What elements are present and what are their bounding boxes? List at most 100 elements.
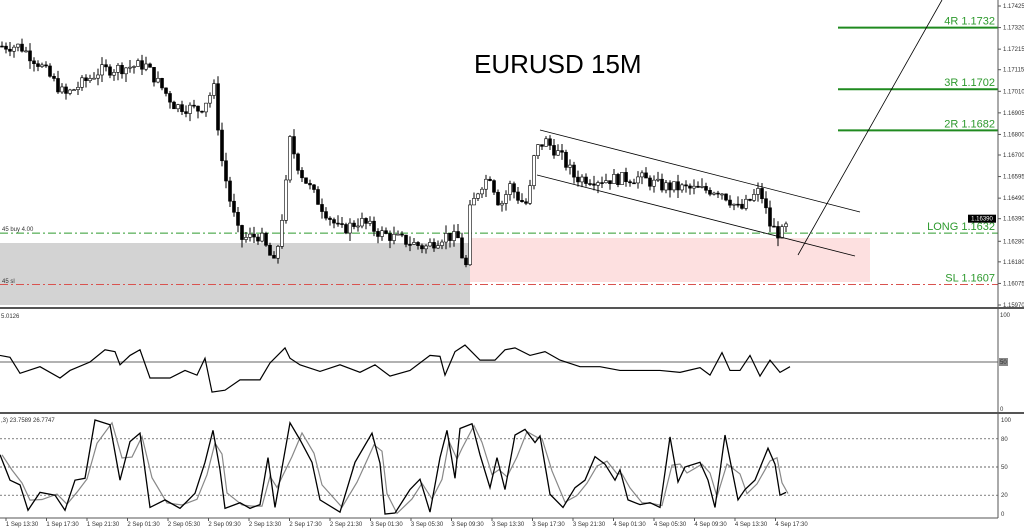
candle bbox=[76, 81, 80, 95]
candle bbox=[196, 105, 200, 119]
channel-lower-line[interactable] bbox=[536, 174, 856, 257]
candle bbox=[716, 190, 720, 199]
candle bbox=[612, 169, 616, 184]
candle bbox=[244, 231, 248, 243]
candle bbox=[12, 44, 16, 58]
stoch-signal-line bbox=[1, 421, 789, 515]
candle bbox=[72, 88, 76, 91]
candle bbox=[44, 61, 48, 68]
candle bbox=[240, 224, 244, 248]
candle bbox=[600, 176, 604, 188]
candle bbox=[440, 239, 444, 250]
time-tick: 3 Sep 13:30 bbox=[492, 522, 525, 528]
candle bbox=[660, 173, 664, 193]
candle bbox=[372, 216, 376, 237]
candle bbox=[720, 193, 724, 200]
candle bbox=[764, 191, 768, 214]
candle bbox=[388, 230, 392, 249]
level-label: 4R 1.1732 bbox=[944, 16, 995, 28]
candle bbox=[256, 234, 260, 245]
candle bbox=[232, 193, 236, 217]
candle bbox=[184, 105, 188, 118]
candle bbox=[356, 218, 360, 232]
candle bbox=[260, 227, 264, 243]
candle bbox=[632, 178, 636, 185]
time-tick: 3 Sep 09:30 bbox=[451, 522, 484, 528]
candle bbox=[768, 200, 772, 233]
candle bbox=[308, 179, 312, 190]
stoch-main-line bbox=[0, 419, 787, 515]
candle bbox=[444, 225, 448, 250]
candle bbox=[164, 87, 168, 97]
candle bbox=[208, 92, 212, 108]
rsi-label: 5.0126 bbox=[1, 314, 20, 320]
candle bbox=[200, 110, 204, 114]
candle bbox=[0, 41, 4, 48]
stoch-tick: 50 bbox=[1001, 465, 1008, 471]
candle bbox=[52, 73, 56, 82]
candle bbox=[460, 232, 464, 259]
candle bbox=[504, 190, 508, 211]
candle bbox=[220, 122, 224, 167]
price-tick: 1.16800 bbox=[1003, 132, 1024, 138]
candle bbox=[204, 102, 208, 117]
candle bbox=[772, 218, 776, 228]
time-tick: 3 Sep 21:30 bbox=[573, 522, 606, 528]
candle bbox=[740, 199, 744, 210]
level-label: 3R 1.1702 bbox=[944, 77, 995, 89]
candle bbox=[580, 174, 584, 188]
candle bbox=[620, 172, 624, 185]
price-tick: 1.15970 bbox=[1003, 303, 1024, 309]
candle bbox=[708, 187, 712, 197]
candle bbox=[160, 77, 164, 91]
candle bbox=[532, 154, 536, 190]
candle bbox=[668, 180, 672, 198]
price-tick: 1.16905 bbox=[1003, 111, 1024, 117]
candle bbox=[468, 200, 472, 266]
candle bbox=[524, 198, 528, 206]
current-price-badge bbox=[968, 214, 996, 223]
candle bbox=[296, 152, 300, 175]
candle bbox=[404, 234, 408, 248]
candle bbox=[132, 65, 136, 74]
candle bbox=[396, 230, 400, 236]
stoch-tick: 0 bbox=[1001, 512, 1005, 518]
channel-upper-line[interactable] bbox=[539, 129, 861, 213]
candle bbox=[456, 223, 460, 239]
candle bbox=[636, 171, 640, 189]
candle bbox=[640, 170, 644, 185]
candle bbox=[596, 180, 600, 194]
candle bbox=[536, 144, 540, 159]
candle bbox=[280, 214, 284, 249]
candle bbox=[116, 63, 120, 81]
candle bbox=[324, 207, 328, 221]
candle bbox=[284, 175, 288, 224]
candle bbox=[448, 233, 452, 248]
candle bbox=[608, 180, 612, 190]
candle bbox=[492, 179, 496, 195]
candle bbox=[168, 91, 172, 109]
candle bbox=[336, 215, 340, 227]
candle bbox=[292, 129, 296, 159]
price-tick: 1.16180 bbox=[1003, 260, 1024, 266]
candle bbox=[540, 144, 544, 151]
candle bbox=[656, 171, 660, 183]
price-tick: 1.17115 bbox=[1003, 68, 1024, 74]
level-label: LONG 1.1632 bbox=[927, 221, 995, 233]
candle bbox=[64, 83, 68, 100]
candle bbox=[60, 83, 64, 94]
price-tick: 1.16595 bbox=[1003, 175, 1024, 181]
level-label: 2R 1.1682 bbox=[944, 118, 995, 130]
candle bbox=[652, 175, 656, 193]
projection-line[interactable] bbox=[797, 0, 943, 256]
candle bbox=[604, 173, 608, 184]
time-tick: 4 Sep 13:30 bbox=[735, 522, 768, 528]
candle bbox=[584, 173, 588, 187]
stoch-tick: 100 bbox=[1001, 418, 1012, 424]
candle bbox=[248, 227, 252, 242]
candle bbox=[28, 43, 32, 69]
candle bbox=[228, 176, 232, 208]
candle bbox=[700, 178, 704, 189]
chart-title: EURUSD 15M bbox=[474, 49, 642, 79]
